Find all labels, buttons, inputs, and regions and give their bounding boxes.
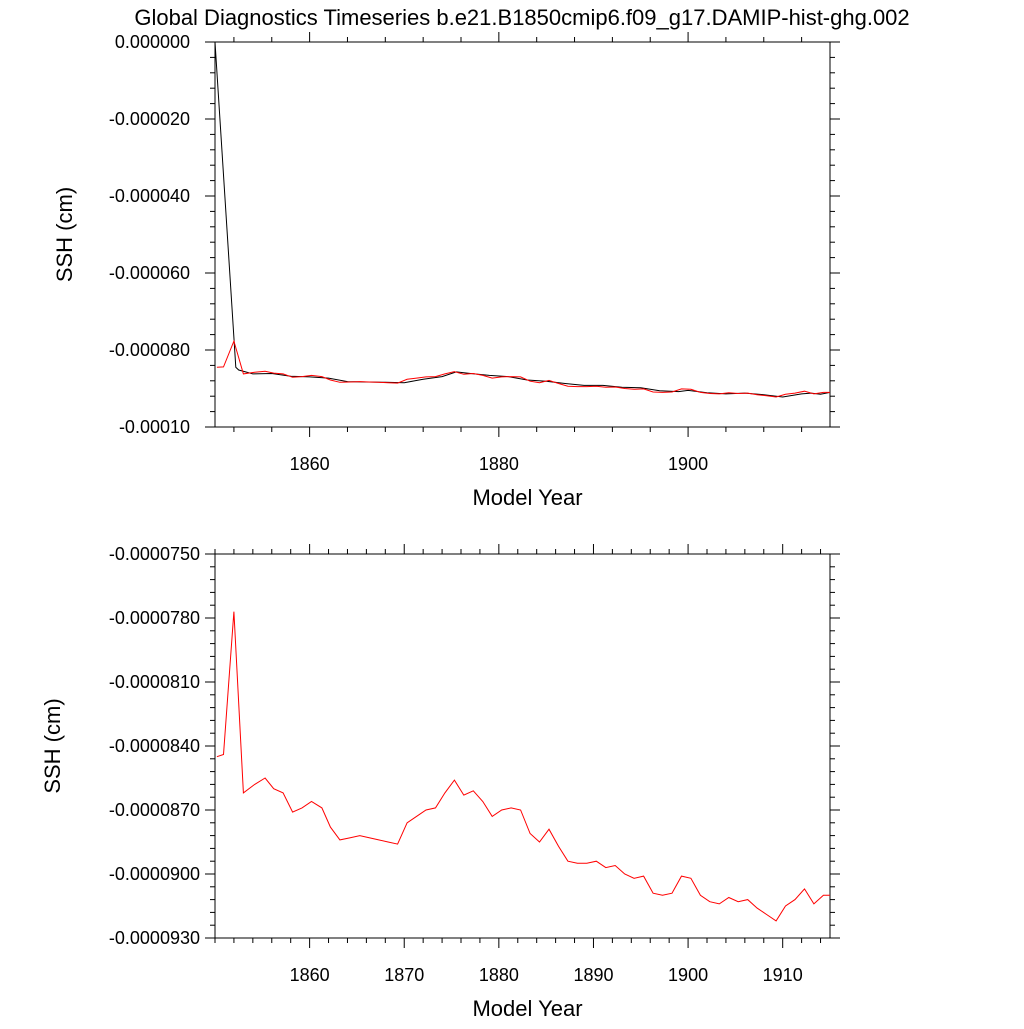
y-tick-label: -0.0000900	[109, 864, 200, 884]
y-tick-label: -0.000080	[109, 340, 190, 360]
x-tick-label: 1860	[290, 965, 330, 985]
x-tick-label: 1900	[668, 454, 708, 474]
x-tick-label: 1910	[763, 965, 803, 985]
x-tick-label: 1870	[384, 965, 424, 985]
x-tick-label: 1880	[479, 965, 519, 985]
plot-frame	[214, 553, 831, 939]
y-tick-label: -0.000060	[109, 263, 190, 283]
figure-title: Global Diagnostics Timeseries b.e21.B185…	[134, 5, 909, 30]
x-axis-label: Model Year	[472, 485, 582, 510]
y-axis-label: SSH (cm)	[52, 187, 77, 282]
y-tick-label: 0.000000	[115, 32, 190, 52]
y-tick-label: -0.0000840	[109, 736, 200, 756]
y-tick-label: -0.0000810	[109, 672, 200, 692]
series-line-1	[214, 41, 831, 398]
y-tick-label: -0.000020	[109, 109, 190, 129]
y-tick-label: -0.0000780	[109, 608, 200, 628]
x-tick-label: 1890	[573, 965, 613, 985]
y-tick-label: -0.0000750	[109, 544, 200, 564]
x-tick-label: 1880	[479, 454, 519, 474]
y-tick-label: -0.0000930	[109, 928, 200, 948]
y-tick-label: -0.000040	[109, 186, 190, 206]
series-line-1	[216, 611, 830, 922]
plot-panel-2: 1860 1870 1880 1890 1900 1910 -0.0000750 -0.000…	[40, 544, 840, 1021]
series-line-2	[216, 339, 830, 398]
x-tick-label: 1860	[290, 454, 330, 474]
y-tick-label: -0.00010	[119, 417, 190, 437]
y-axis-label: SSH (cm)	[40, 698, 65, 793]
plot-panel-1: 1860 1880 1900 0.000000 -0.000020 -0.000040 -0…	[52, 32, 840, 510]
y-tick-label: -0.0000870	[109, 800, 200, 820]
x-tick-label: 1900	[668, 965, 708, 985]
x-axis-label: Model Year	[472, 996, 582, 1021]
plot-frame	[214, 41, 831, 428]
